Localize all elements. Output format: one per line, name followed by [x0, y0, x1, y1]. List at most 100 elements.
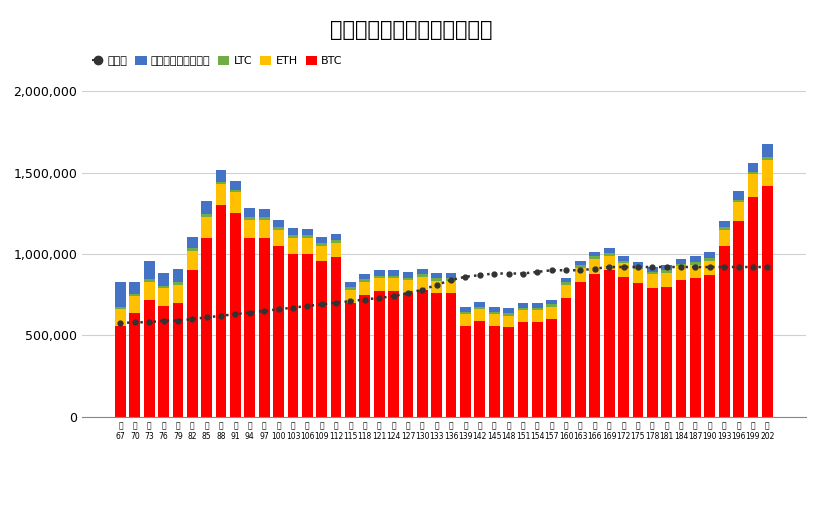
Bar — [173, 285, 183, 303]
Bar — [690, 265, 701, 278]
Bar — [388, 276, 399, 278]
Bar — [288, 228, 298, 235]
Bar — [676, 266, 686, 280]
Bar — [661, 273, 672, 287]
Bar — [733, 221, 744, 417]
Bar — [345, 281, 356, 288]
投資額 — [475, 272, 485, 278]
Bar — [302, 229, 312, 235]
Bar — [647, 267, 658, 272]
Bar — [187, 251, 198, 270]
Bar — [173, 282, 183, 285]
Bar — [718, 230, 730, 246]
Bar — [618, 256, 629, 261]
Bar — [690, 257, 701, 262]
Bar — [316, 237, 327, 243]
Bar — [259, 238, 270, 417]
Bar — [647, 272, 658, 274]
Bar — [718, 246, 730, 417]
投資額 — [403, 290, 413, 296]
投資額 — [145, 319, 155, 325]
Bar — [215, 184, 227, 205]
Bar — [561, 298, 571, 417]
投資額 — [130, 319, 140, 325]
Bar — [474, 321, 485, 417]
Bar — [201, 201, 212, 214]
Bar — [661, 287, 672, 417]
投資額 — [575, 267, 585, 273]
Bar — [417, 290, 427, 417]
Bar — [158, 306, 169, 417]
Bar — [403, 277, 413, 280]
Bar — [201, 214, 212, 216]
Bar — [115, 309, 126, 326]
Bar — [762, 157, 773, 160]
Bar — [460, 326, 471, 417]
Bar — [474, 302, 485, 307]
Bar — [187, 237, 198, 248]
Bar — [676, 264, 686, 266]
Bar — [446, 281, 456, 293]
Bar — [618, 277, 629, 417]
Bar — [187, 248, 198, 251]
Bar — [374, 276, 385, 278]
Bar — [618, 263, 629, 277]
Bar — [647, 288, 658, 417]
Bar — [561, 285, 571, 298]
Bar — [503, 308, 514, 313]
Bar — [633, 283, 644, 417]
Bar — [215, 205, 227, 417]
投資額 — [518, 270, 528, 276]
Bar — [547, 304, 557, 307]
Bar — [345, 288, 356, 290]
Bar — [201, 238, 212, 417]
投資額 — [216, 313, 226, 319]
Bar — [604, 256, 615, 270]
Bar — [690, 278, 701, 417]
Bar — [144, 279, 155, 281]
投資額 — [374, 295, 384, 301]
Bar — [201, 216, 212, 238]
Bar — [259, 220, 270, 238]
投資額 — [331, 300, 341, 306]
Bar — [704, 275, 715, 417]
Bar — [115, 307, 126, 309]
Bar — [503, 316, 514, 327]
Bar — [604, 270, 615, 417]
投資額 — [187, 316, 197, 322]
Bar — [489, 314, 500, 326]
Bar — [417, 269, 427, 274]
投資額 — [159, 318, 169, 324]
Bar — [129, 296, 141, 312]
Bar — [288, 235, 298, 238]
Bar — [460, 312, 471, 314]
投資額 — [590, 266, 600, 272]
Bar — [704, 261, 715, 275]
Bar — [518, 310, 529, 322]
Bar — [633, 267, 644, 269]
投資額 — [345, 298, 355, 304]
Bar — [244, 208, 255, 217]
投資額 — [489, 270, 499, 276]
Bar — [244, 220, 255, 238]
Bar — [518, 308, 529, 310]
Bar — [661, 270, 672, 273]
Bar — [446, 278, 456, 281]
Bar — [532, 303, 543, 308]
Bar — [446, 273, 456, 278]
投資額 — [230, 311, 240, 317]
Bar — [489, 307, 500, 312]
Bar — [345, 303, 356, 417]
Bar — [187, 270, 198, 417]
Bar — [432, 293, 442, 417]
Bar — [230, 192, 241, 213]
Bar — [690, 262, 701, 265]
Bar — [589, 273, 600, 417]
Bar — [503, 313, 514, 316]
Bar — [589, 259, 600, 273]
Bar — [359, 295, 370, 417]
投資額 — [662, 264, 672, 270]
Bar — [273, 246, 284, 417]
Bar — [518, 303, 529, 308]
Bar — [575, 281, 586, 417]
